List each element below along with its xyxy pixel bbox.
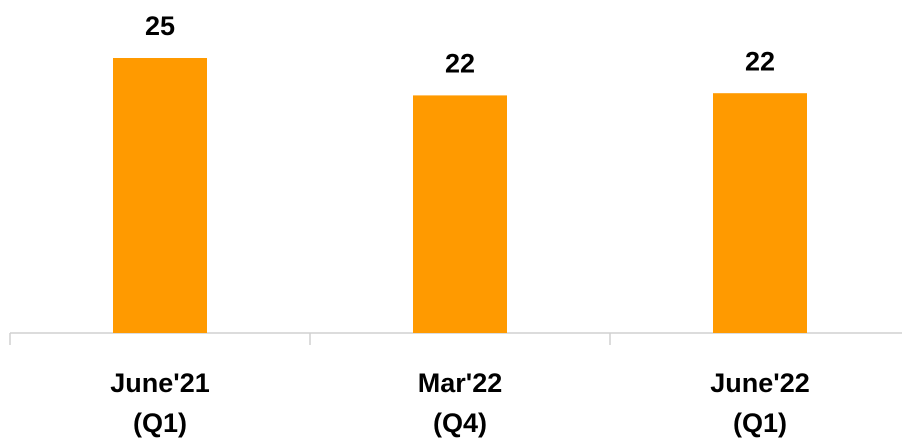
data-label: 22 [445, 49, 475, 79]
x-tick-label: June'22 [710, 368, 809, 398]
bar [713, 93, 807, 333]
x-tick-label: June'21 [110, 368, 209, 398]
data-label: 25 [145, 11, 175, 41]
bar [113, 58, 207, 333]
x-tick-label: (Q1) [133, 408, 187, 438]
bar [413, 95, 507, 334]
x-tick-label: Mar'22 [418, 368, 502, 398]
x-tick-label: (Q1) [733, 408, 787, 438]
x-tick-label: (Q4) [433, 408, 487, 438]
data-label: 22 [745, 46, 775, 76]
